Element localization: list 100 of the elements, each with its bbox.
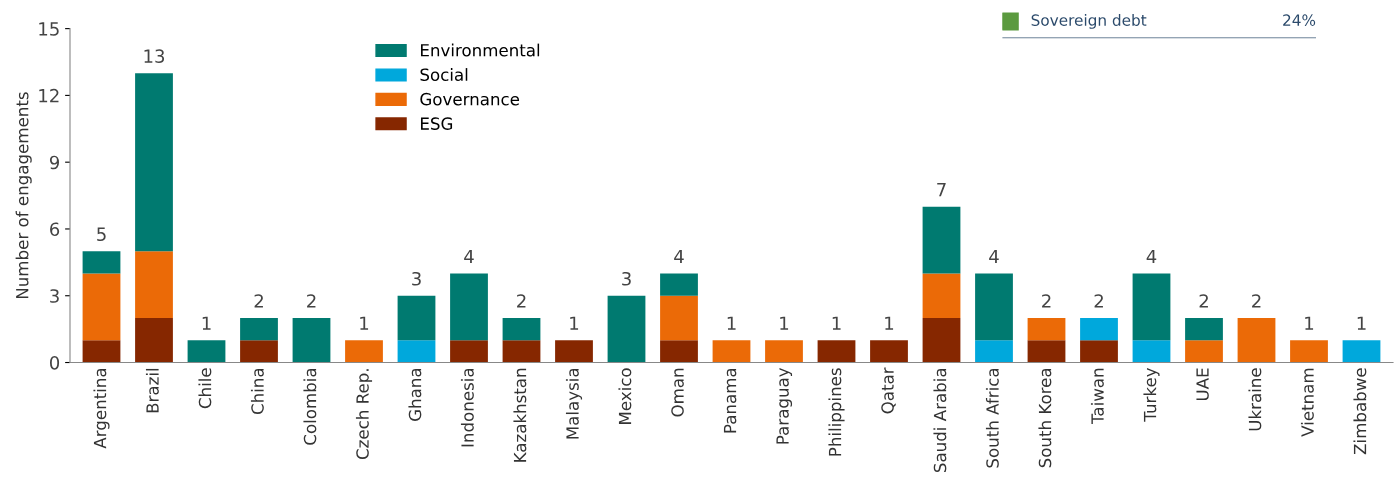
y-tick-label: 3	[50, 289, 59, 303]
bar	[1185, 318, 1223, 341]
bar	[450, 340, 488, 363]
total-label: 3	[622, 271, 631, 286]
bar	[922, 318, 961, 363]
text: 24%	[1283, 14, 1316, 26]
total-label: 2	[254, 294, 263, 308]
bar	[660, 273, 698, 296]
bar	[292, 318, 331, 363]
bar	[607, 295, 646, 363]
bar	[555, 340, 593, 363]
x-tick-label: UAE	[1196, 368, 1209, 401]
bar	[187, 340, 226, 363]
total-label: 4	[1146, 249, 1157, 264]
total-label: 1	[360, 316, 369, 330]
total-label: 1	[885, 316, 894, 330]
total-label: 1	[1357, 316, 1366, 330]
legend-label: Environmental	[421, 43, 540, 57]
y-tick-label: 0	[49, 355, 60, 370]
x-tick-label: Czech Rep.	[355, 369, 373, 460]
total-label: 7	[937, 183, 946, 197]
bar	[1027, 340, 1066, 363]
x-tick-label: Paraguay	[776, 367, 793, 444]
total-label: 2	[1094, 294, 1103, 308]
y-tick-label: 12	[39, 88, 59, 103]
total-label: 1	[780, 316, 789, 330]
x-tick-label: Turkey	[1143, 367, 1160, 422]
bar	[1132, 340, 1171, 363]
x-tick-label: Oman	[671, 368, 684, 417]
y-tick-label: 15	[39, 22, 59, 36]
bar	[1237, 318, 1276, 363]
bar	[135, 251, 173, 318]
y-tick-label: 6	[50, 222, 60, 237]
total-label: 2	[1199, 294, 1208, 308]
bar	[1080, 318, 1118, 341]
total-label: 4	[674, 249, 684, 264]
bar	[345, 340, 383, 363]
total-label: 1	[727, 316, 736, 330]
x-tick-label: Zimbabwe	[1353, 368, 1367, 455]
bar	[135, 318, 173, 363]
legend-label: ESG	[421, 117, 453, 130]
x-tick-label: Panama	[723, 368, 737, 433]
x-tick-label: Argentina	[93, 368, 110, 449]
x-tick-label: Ukraine	[1248, 368, 1262, 431]
bar	[397, 340, 436, 363]
x-tick-label: Qatar	[881, 367, 896, 414]
bar	[82, 273, 121, 341]
x-tick-label: Brazil	[145, 368, 159, 413]
x-tick-label: Ghana	[408, 368, 422, 421]
bar	[765, 340, 803, 363]
total-label: 1	[202, 316, 211, 330]
legend-label: Social	[420, 68, 468, 81]
bar	[817, 340, 856, 363]
bar	[502, 340, 541, 363]
bar	[1290, 340, 1328, 363]
total-label: 2	[1252, 294, 1261, 308]
bar	[975, 273, 1013, 341]
bar	[922, 273, 961, 318]
x-tick-label: Chile	[198, 368, 212, 409]
bar	[712, 340, 751, 363]
x-tick-label: South Korea	[1038, 368, 1052, 468]
x-tick-label: Saudi Arabia	[933, 368, 947, 473]
bar	[1080, 340, 1118, 363]
x-tick-label: Mexico	[618, 368, 632, 424]
bar	[1185, 340, 1223, 363]
total-label: 2	[1042, 294, 1051, 308]
total-label: 1	[1305, 316, 1314, 330]
bar	[660, 295, 698, 341]
y-axis-title: Number of engagements	[15, 92, 32, 299]
total-label: 1	[832, 316, 841, 330]
bar	[1342, 340, 1381, 363]
x-tick-label: Malaysia	[565, 368, 583, 439]
total-label: 3	[412, 271, 421, 286]
y-tick-label: 9	[49, 155, 60, 170]
bar	[502, 318, 541, 341]
total-label: 13	[144, 49, 165, 63]
bar	[240, 340, 278, 363]
bar	[240, 318, 278, 341]
x-tick-label: Indonesia	[460, 368, 474, 447]
x-tick-label: China	[250, 368, 264, 415]
total-label: 2	[517, 294, 526, 308]
bar	[82, 340, 121, 363]
bar	[870, 340, 908, 363]
total-label: 4	[464, 249, 474, 264]
legend-label: Governance	[420, 92, 520, 106]
bar	[1132, 273, 1171, 341]
x-tick-label: South Africa	[985, 368, 999, 468]
bar	[135, 73, 173, 252]
total-label: 5	[97, 227, 106, 242]
category-label: Sovereign debt	[1031, 14, 1147, 29]
bar	[450, 273, 488, 341]
bar	[922, 206, 961, 274]
bar	[397, 295, 436, 341]
bar	[975, 340, 1013, 363]
x-tick-label: Vietnam	[1300, 368, 1314, 437]
x-tick-label: Taiwan	[1090, 368, 1104, 425]
x-tick-label: Colombia	[303, 368, 317, 445]
bar	[660, 340, 698, 363]
x-tick-label: Philippines	[828, 368, 845, 456]
x-tick-label: Kazakhstan	[513, 368, 527, 462]
